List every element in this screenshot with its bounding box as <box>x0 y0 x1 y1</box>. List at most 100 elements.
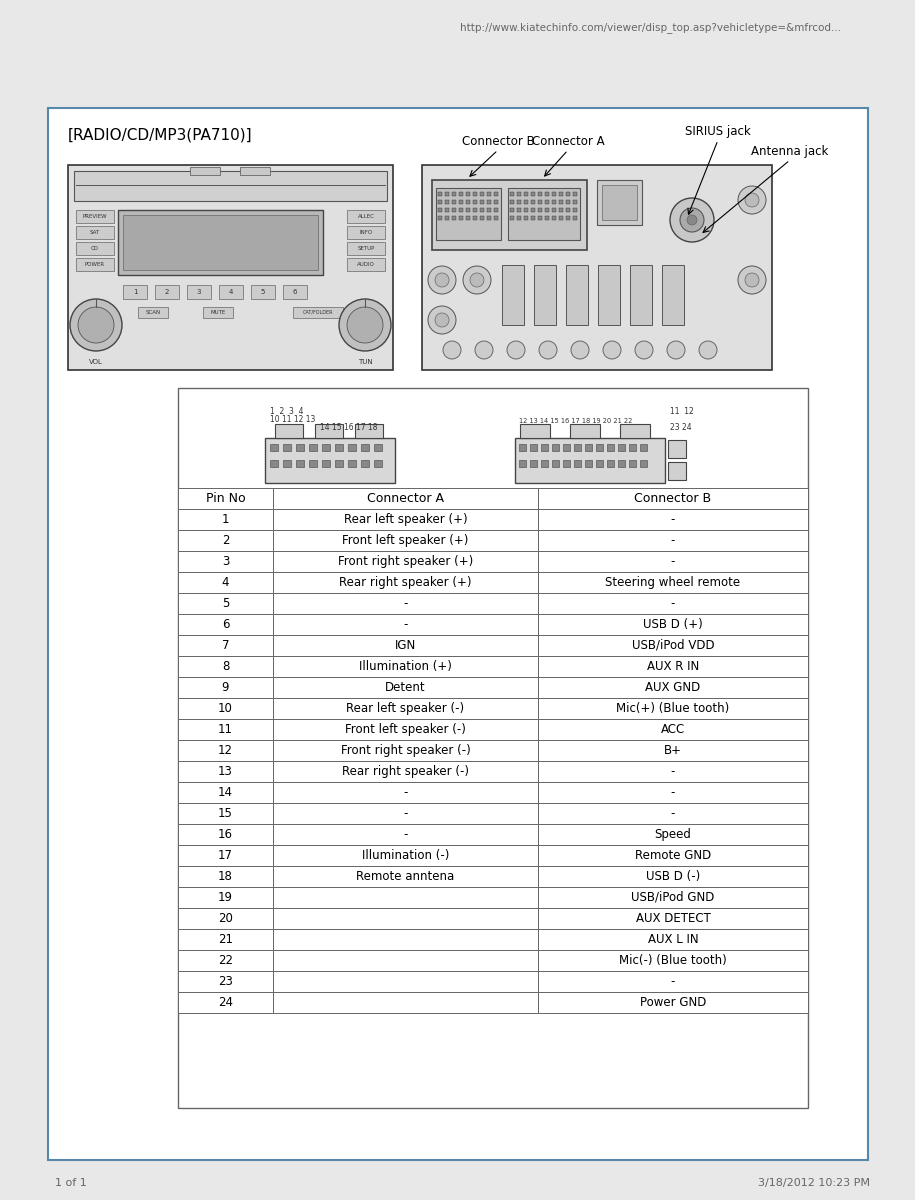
Bar <box>178 551 273 572</box>
Bar <box>273 530 538 551</box>
Bar <box>487 200 491 204</box>
Bar <box>538 803 808 824</box>
Bar <box>573 200 577 204</box>
Text: Connector A: Connector A <box>367 492 444 505</box>
Circle shape <box>571 341 589 359</box>
Bar <box>530 460 537 467</box>
Bar <box>480 216 484 220</box>
Text: 12 13 14 15 16 17 18 19 20 21 22: 12 13 14 15 16 17 18 19 20 21 22 <box>519 418 632 424</box>
Bar <box>531 200 535 204</box>
Text: -: - <box>404 596 408 610</box>
Bar <box>347 258 385 271</box>
Bar <box>559 192 563 196</box>
Bar <box>573 192 577 196</box>
Bar <box>662 265 684 325</box>
Bar <box>508 188 580 240</box>
Bar <box>76 258 114 271</box>
Bar <box>531 208 535 212</box>
Circle shape <box>670 198 714 242</box>
Bar <box>545 200 549 204</box>
Text: Rear right speaker (+): Rear right speaker (+) <box>339 576 472 589</box>
Text: AUX L IN: AUX L IN <box>648 934 698 946</box>
Bar <box>517 208 521 212</box>
Bar <box>438 208 442 212</box>
Bar <box>466 192 470 196</box>
Text: Connector A: Connector A <box>532 134 604 148</box>
Bar <box>517 200 521 204</box>
Bar <box>273 929 538 950</box>
Circle shape <box>463 266 491 294</box>
Bar <box>559 216 563 220</box>
Text: SETUP: SETUP <box>358 246 374 251</box>
Bar <box>374 444 382 451</box>
Bar <box>473 192 477 196</box>
Bar <box>438 216 442 220</box>
Bar <box>538 200 542 204</box>
Bar <box>76 242 114 254</box>
Bar <box>438 200 442 204</box>
Bar <box>552 460 559 467</box>
Bar <box>335 460 343 467</box>
Bar <box>422 164 772 370</box>
Bar <box>273 992 538 1013</box>
Bar <box>270 460 278 467</box>
Text: 6: 6 <box>221 618 230 631</box>
Bar <box>123 284 147 299</box>
Bar <box>618 444 625 451</box>
Bar <box>538 845 808 866</box>
Bar <box>445 192 449 196</box>
Circle shape <box>745 272 759 287</box>
Bar <box>640 460 647 467</box>
Bar <box>538 635 808 656</box>
Bar <box>487 192 491 196</box>
Text: POWER: POWER <box>85 262 105 266</box>
Text: ALLEC: ALLEC <box>358 214 374 218</box>
Bar <box>573 208 577 212</box>
Bar <box>520 424 550 438</box>
Bar <box>552 216 556 220</box>
Bar <box>494 192 498 196</box>
Bar <box>517 192 521 196</box>
Circle shape <box>428 266 456 294</box>
Bar <box>538 593 808 614</box>
Text: USB/iPod VDD: USB/iPod VDD <box>631 638 715 652</box>
Text: Illumination (-): Illumination (-) <box>361 850 449 862</box>
Text: 22: 22 <box>218 954 233 967</box>
Bar <box>76 210 114 223</box>
Text: Pin No: Pin No <box>206 492 245 505</box>
Bar <box>178 950 273 971</box>
Bar <box>524 208 528 212</box>
Bar <box>519 444 526 451</box>
Text: 7: 7 <box>221 638 230 652</box>
Bar <box>510 200 514 204</box>
Circle shape <box>667 341 685 359</box>
Bar <box>573 216 577 220</box>
Bar <box>74 170 387 200</box>
Bar <box>602 185 637 220</box>
Circle shape <box>507 341 525 359</box>
Bar <box>265 438 395 482</box>
Bar <box>618 460 625 467</box>
Text: -: - <box>404 828 408 841</box>
Bar <box>597 180 642 226</box>
Bar <box>273 698 538 719</box>
Text: Connector B: Connector B <box>634 492 712 505</box>
Bar <box>538 614 808 635</box>
Bar <box>178 992 273 1013</box>
Bar <box>545 216 549 220</box>
Bar <box>219 284 243 299</box>
Bar <box>273 572 538 593</box>
Text: CAT/FOLDER: CAT/FOLDER <box>303 310 333 314</box>
Text: -: - <box>671 514 675 526</box>
Bar <box>598 265 620 325</box>
Bar <box>566 216 570 220</box>
Circle shape <box>680 208 704 232</box>
Bar <box>178 719 273 740</box>
Text: CD: CD <box>91 246 99 251</box>
Text: 2: 2 <box>165 289 169 295</box>
Bar <box>538 782 808 803</box>
Bar <box>541 460 548 467</box>
Text: 11: 11 <box>218 722 233 736</box>
Text: 16: 16 <box>218 828 233 841</box>
Bar <box>273 803 538 824</box>
